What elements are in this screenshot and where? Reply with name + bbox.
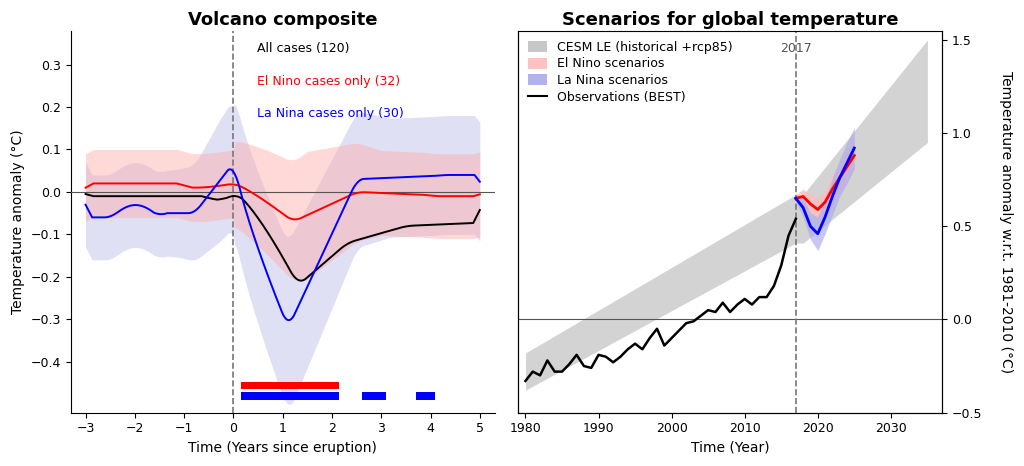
Text: El Nino cases only (32): El Nino cases only (32) — [257, 75, 400, 88]
Text: 2017: 2017 — [780, 42, 812, 55]
Legend: CESM LE (historical +rcp85), El Nino scenarios, La Nina scenarios, Observations : CESM LE (historical +rcp85), El Nino sce… — [524, 37, 736, 108]
X-axis label: Time (Years since eruption): Time (Years since eruption) — [188, 441, 377, 455]
X-axis label: Time (Year): Time (Year) — [691, 441, 769, 455]
Title: Volcano composite: Volcano composite — [188, 11, 378, 29]
Y-axis label: Temperature anomaly w.r.t. 1981-2010 (°C): Temperature anomaly w.r.t. 1981-2010 (°C… — [998, 70, 1013, 373]
Text: La Nina cases only (30): La Nina cases only (30) — [257, 107, 404, 120]
Title: Scenarios for global temperature: Scenarios for global temperature — [562, 11, 898, 29]
Text: All cases (120): All cases (120) — [257, 42, 350, 55]
Y-axis label: Temperature anomaly (°C): Temperature anomaly (°C) — [11, 130, 26, 314]
